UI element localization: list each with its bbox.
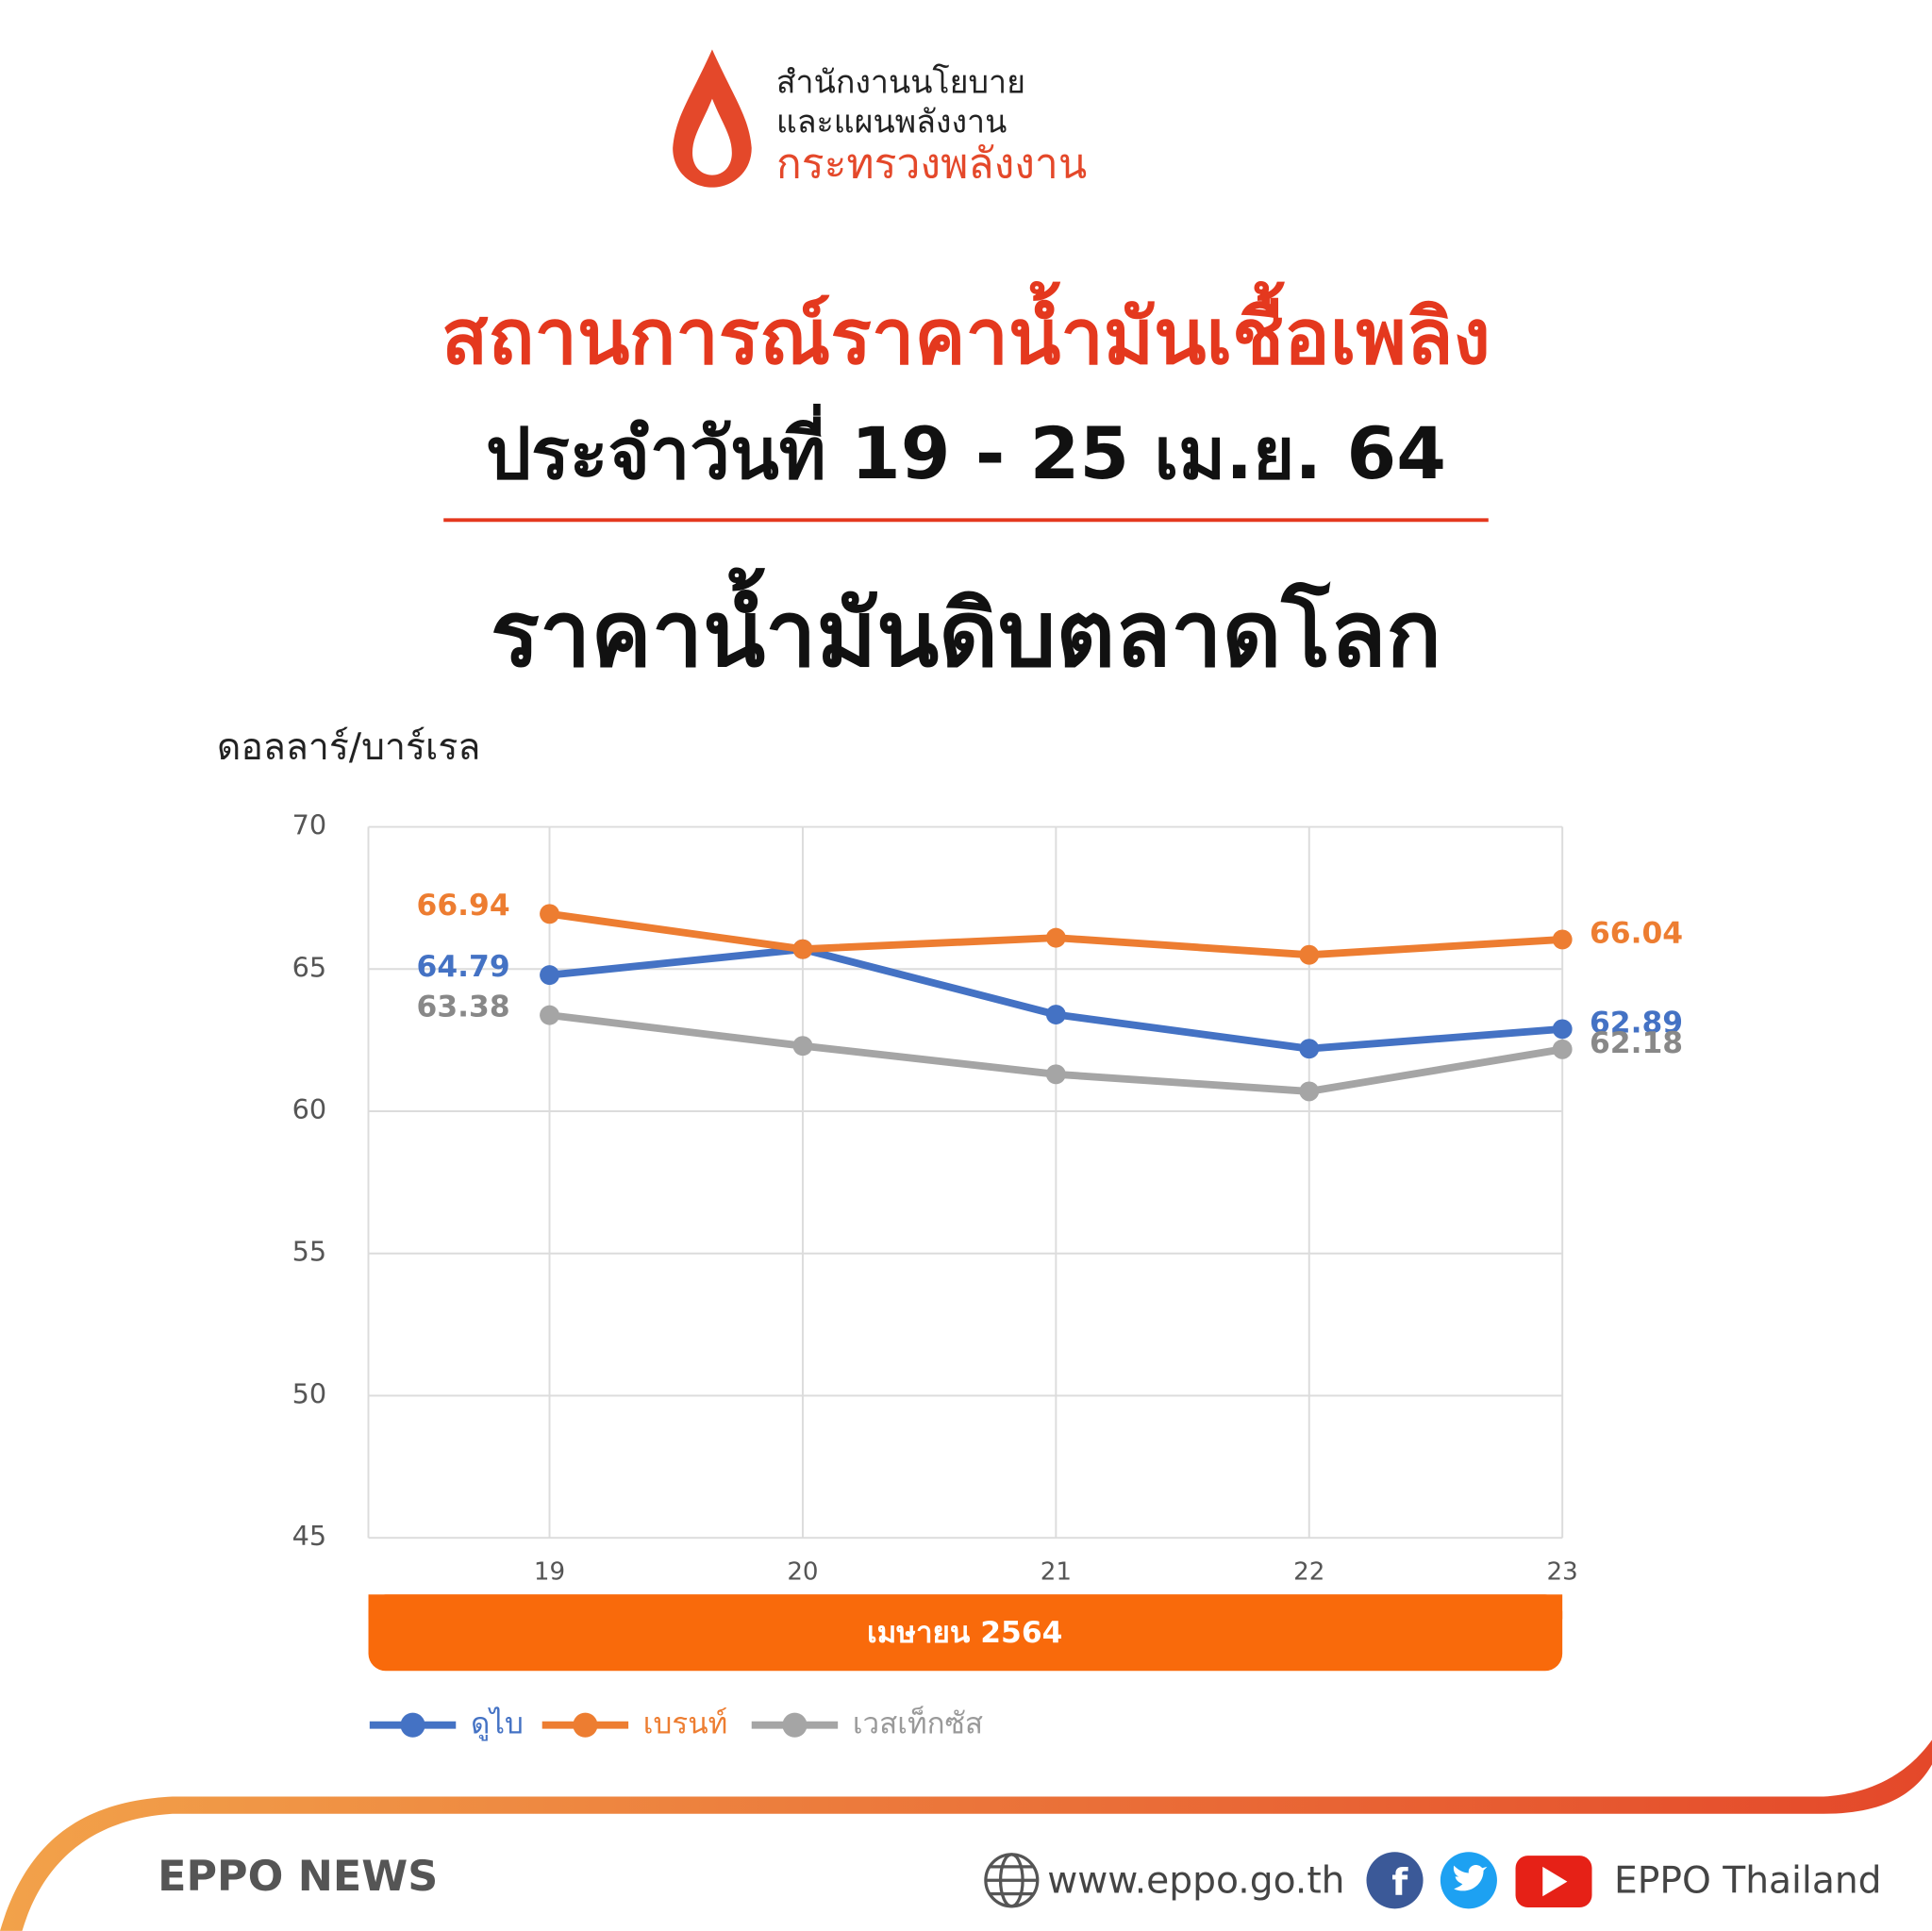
x-tick-label: 23	[1547, 1557, 1578, 1586]
data-label: 64.79	[417, 950, 510, 984]
legend-label: ดูไบ	[471, 1706, 524, 1741]
plot: 45 50 55 60 65 70 19 20 21 22 23 64.79 62.89 66.94 66.…	[292, 809, 1684, 1587]
y-tick-label: 65	[292, 951, 327, 983]
logo	[673, 49, 752, 188]
youtube-glyph	[1542, 1866, 1568, 1897]
data-label: 66.94	[417, 889, 510, 923]
point	[1299, 944, 1320, 965]
x-axis-band-top	[368, 1594, 1563, 1620]
point	[1045, 1064, 1066, 1085]
title: สถานการณ์ราคาน้ำมันเชื้อเพลิง	[441, 281, 1491, 382]
point	[540, 965, 559, 986]
y-axis-label: ดอลลาร์/บาร์เรล	[217, 726, 481, 769]
legend-marker	[573, 1712, 598, 1738]
ministry-name: กระทรวงพลังงาน	[776, 140, 1087, 188]
heading: ราคาน้ำมันดิบตลาดโลก	[491, 568, 1441, 688]
y-tick-label: 45	[292, 1520, 327, 1552]
point	[792, 1036, 813, 1057]
point	[540, 904, 559, 924]
point	[1552, 929, 1573, 950]
facebook-glyph: f	[1391, 1862, 1408, 1905]
y-tick-label: 55	[292, 1236, 327, 1268]
data-label: 62.89	[1590, 1007, 1683, 1040]
point	[792, 939, 813, 959]
point	[1045, 927, 1066, 948]
data-label: 66.04	[1590, 917, 1683, 951]
globe-icon	[984, 1853, 1040, 1908]
legend-label: เบรนท์	[643, 1707, 728, 1741]
point	[1299, 1039, 1320, 1059]
data-label: 62.18	[1590, 1026, 1683, 1060]
x-tick-label: 19	[534, 1557, 565, 1586]
org-name: สำนักงานนโยบาย	[776, 63, 1025, 101]
point	[1045, 1005, 1066, 1024]
legend-marker	[400, 1712, 425, 1738]
footer-social: EPPO Thailand	[1614, 1859, 1882, 1902]
org-name: และแผนพลังงาน	[776, 103, 1007, 141]
subtitle: ประจำวันที่ 19 - 25 เม.ย. 64	[486, 403, 1446, 495]
y-tick-label: 50	[292, 1377, 327, 1409]
point	[1552, 1019, 1573, 1040]
x-axis-label: เมษายน 2564	[867, 1616, 1062, 1650]
x-tick-label: 22	[1293, 1557, 1324, 1586]
x-tick-label: 20	[787, 1557, 818, 1586]
y-tick-label: 60	[292, 1093, 327, 1125]
x-tick-label: 21	[1041, 1557, 1072, 1586]
facebook-icon[interactable]	[1366, 1852, 1424, 1909]
data-label: 63.38	[417, 990, 510, 1024]
legend: ดูไบ เบรนท์ เวสเท็กซัส	[369, 1706, 983, 1741]
footer-brand: EPPO NEWS	[158, 1853, 438, 1901]
legend-marker	[782, 1712, 808, 1738]
point	[1552, 1039, 1573, 1059]
legend-label: เวสเท็กซัส	[853, 1706, 983, 1741]
footer-website: www.eppo.go.th	[1047, 1859, 1344, 1902]
y-tick-label: 70	[292, 809, 327, 841]
point	[540, 1005, 559, 1025]
twitter-glyph	[1453, 1864, 1488, 1891]
point	[1299, 1081, 1320, 1102]
